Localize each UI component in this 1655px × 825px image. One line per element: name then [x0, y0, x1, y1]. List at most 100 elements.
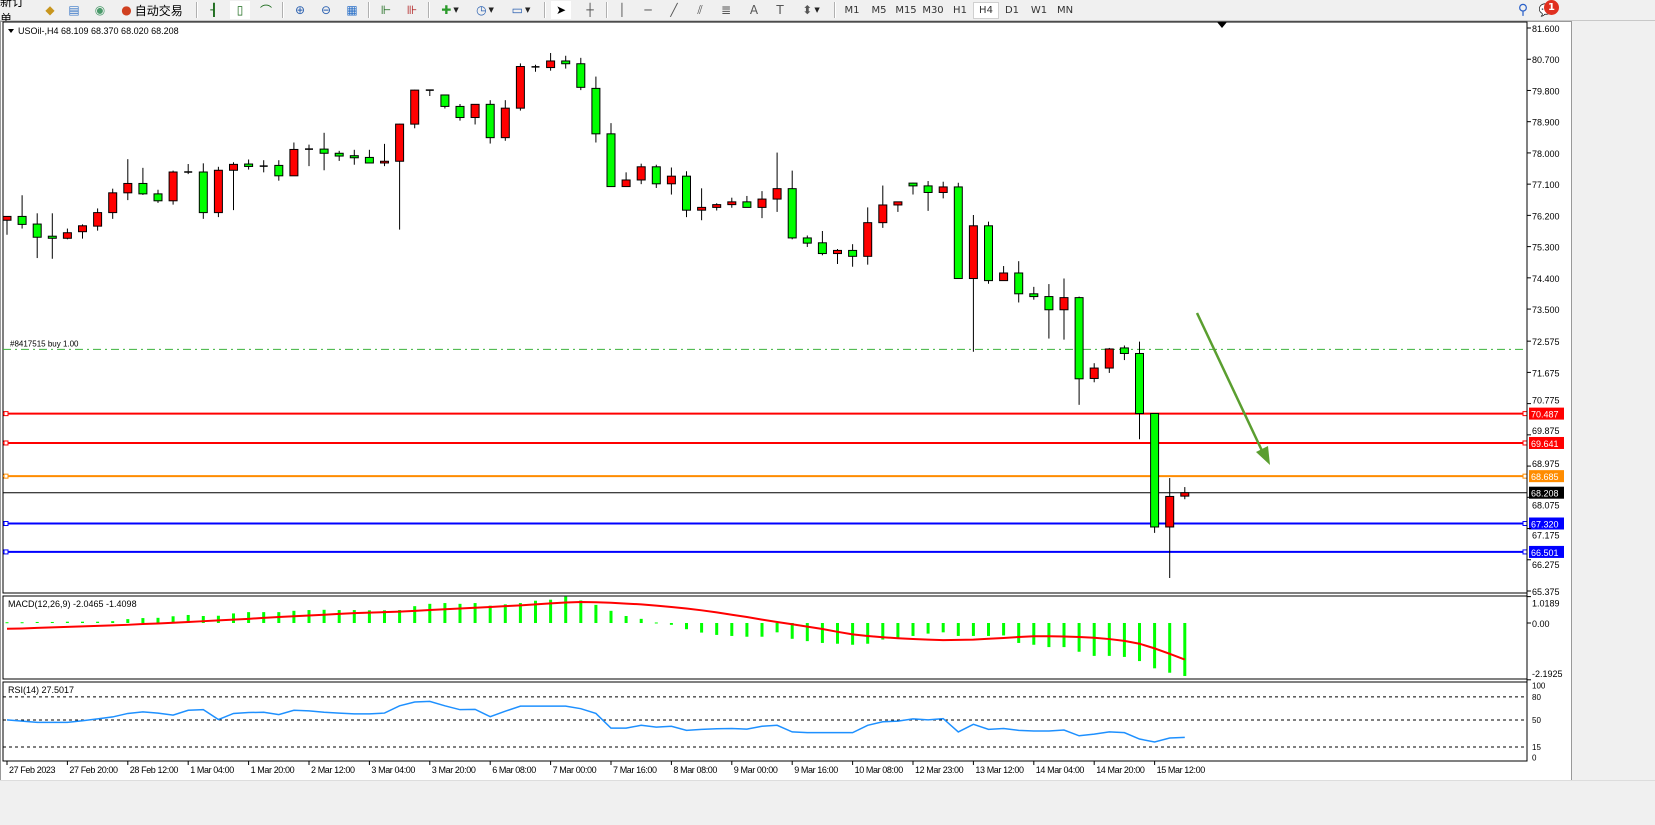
level-handle-left[interactable]	[3, 549, 9, 555]
candle	[168, 170, 178, 205]
candle	[440, 94, 450, 109]
level-handle-right[interactable]	[1522, 549, 1528, 555]
level-handle-left[interactable]	[3, 521, 9, 527]
horizontal-line-icon[interactable]: ─	[644, 3, 652, 17]
candle	[576, 57, 586, 91]
time-label: 1 Mar 04:00	[190, 765, 234, 775]
price-tick-label: 73.500	[1532, 305, 1560, 315]
price-tick-label: 76.200	[1532, 211, 1560, 221]
time-label: 9 Mar 00:00	[734, 765, 778, 775]
level-handle-left[interactable]	[3, 440, 9, 446]
candle-body-down	[244, 163, 254, 167]
level-handle-left[interactable]	[3, 473, 9, 479]
candle	[364, 149, 374, 164]
bid-price-tag	[1529, 486, 1564, 499]
bar-chart-icon[interactable]: ┨	[210, 3, 218, 17]
zoom-in-icon[interactable]: ⊕	[294, 3, 306, 17]
trend-arrow-head[interactable]	[1256, 446, 1270, 465]
candle	[651, 164, 661, 188]
chart-shift-icon[interactable]: ⊪	[406, 3, 418, 17]
symbol-dropdown-icon[interactable]	[8, 29, 14, 33]
navigator-icon[interactable]: ▤	[68, 3, 80, 17]
trend-arrow-shaft[interactable]	[1195, 312, 1266, 456]
auto-trading-button[interactable]: ● 自动交易	[118, 1, 186, 19]
separator	[834, 2, 836, 18]
macd-histogram-bar	[790, 623, 794, 639]
rsi-tick-label: 50	[1532, 716, 1541, 725]
candle	[138, 167, 148, 195]
candle	[108, 188, 118, 219]
time-label: 28 Feb 12:00	[130, 765, 179, 775]
macd-histogram-bar	[911, 623, 915, 636]
templates-icon[interactable]: ▭ ▼	[511, 3, 531, 17]
macd-signal-line	[6, 601, 1186, 661]
macd-histogram-bar	[50, 621, 54, 623]
separator	[544, 2, 546, 18]
timeframe-m1-button[interactable]: M1	[844, 4, 860, 16]
level-handle-right[interactable]	[1522, 521, 1528, 527]
candle	[1074, 296, 1084, 405]
periods-icon[interactable]: ◷ ▼	[476, 3, 494, 17]
chart-window[interactable]: USOil-,H4 68.109 68.370 68.020 68.208 #84…	[0, 21, 1572, 781]
signals-icon[interactable]: ◉	[94, 3, 106, 17]
macd-histogram-bar	[5, 622, 9, 624]
search-icon[interactable]: ⚲	[1517, 2, 1529, 18]
separator	[196, 2, 198, 18]
level-handle-left[interactable]	[3, 411, 9, 417]
text-icon[interactable]: A	[749, 3, 759, 17]
timeframe-d1-button[interactable]: D1	[1004, 4, 1020, 16]
timeframe-mn-button[interactable]: MN	[1056, 4, 1074, 16]
candle-body-down	[440, 94, 450, 107]
timeframe-h4-button[interactable]: H4	[973, 2, 999, 19]
chart-canvas[interactable]: USOil-,H4 68.109 68.370 68.020 68.208 #84…	[0, 21, 1570, 779]
vertical-line-icon[interactable]: │	[618, 3, 626, 17]
time-label: 3 Mar 20:00	[432, 765, 476, 775]
candle	[833, 249, 842, 264]
new-order-button[interactable]: 新订单	[0, 0, 25, 26]
trendline-icon[interactable]: ╱	[670, 3, 678, 17]
macd-histogram-bar	[1017, 623, 1021, 643]
chart-shift-marker-icon[interactable]	[1217, 22, 1227, 28]
candle-body-up	[999, 272, 1009, 282]
text-label-icon[interactable]: T	[776, 3, 784, 17]
level-price-tag	[1529, 470, 1564, 483]
macd-histogram-bar	[941, 623, 945, 633]
timeframe-h1-button[interactable]: H1	[953, 4, 967, 16]
candle-body-up	[697, 206, 707, 211]
timeframe-w1-button[interactable]: W1	[1030, 4, 1048, 16]
time-label: 7 Mar 16:00	[613, 765, 657, 775]
macd-histogram-bar	[503, 604, 507, 623]
candle-body-up	[1089, 367, 1099, 379]
candle-body-up	[78, 225, 87, 233]
tile-windows-icon[interactable]: ▦	[346, 3, 358, 17]
timeframe-m5-button[interactable]: M5	[871, 4, 887, 16]
candle-body-up	[289, 148, 299, 177]
equidistant-channel-icon[interactable]: ⫽	[697, 2, 703, 17]
time-label: 2 Mar 12:00	[311, 765, 355, 775]
timeframe-m15-button[interactable]: M15	[895, 4, 917, 16]
arrows-icon[interactable]: ⬍ ▼	[802, 3, 820, 17]
macd-histogram-bar	[579, 600, 583, 623]
crosshair-icon[interactable]: ┼	[586, 3, 594, 17]
time-label: 15 Mar 12:00	[1157, 765, 1206, 775]
timeframe-m30-button[interactable]: M30	[922, 4, 944, 16]
level-handle-right[interactable]	[1522, 411, 1528, 417]
candlestick-icon[interactable]: ▯	[230, 1, 250, 19]
candle	[305, 144, 313, 167]
candle-body-down	[576, 63, 586, 88]
candle	[968, 215, 978, 352]
candle-body-up	[229, 163, 238, 171]
zoom-out-icon[interactable]: ⊖	[320, 3, 332, 17]
cursor-icon[interactable]: ➤	[551, 1, 571, 19]
level-price-tag	[1529, 407, 1564, 420]
candle	[697, 188, 707, 221]
fibonacci-icon[interactable]: ≣	[720, 3, 732, 17]
candle-body-up	[123, 182, 133, 194]
level-handle-right[interactable]	[1522, 440, 1528, 446]
new-chart-icon[interactable]: ✚ ▼	[441, 3, 459, 17]
candle-body-up	[968, 225, 978, 280]
level-handle-right[interactable]	[1522, 473, 1528, 479]
auto-scroll-icon[interactable]: ⊩	[380, 3, 392, 17]
line-chart-icon[interactable]: ⌒	[259, 3, 272, 18]
market-watch-icon[interactable]: ◆	[45, 3, 55, 17]
